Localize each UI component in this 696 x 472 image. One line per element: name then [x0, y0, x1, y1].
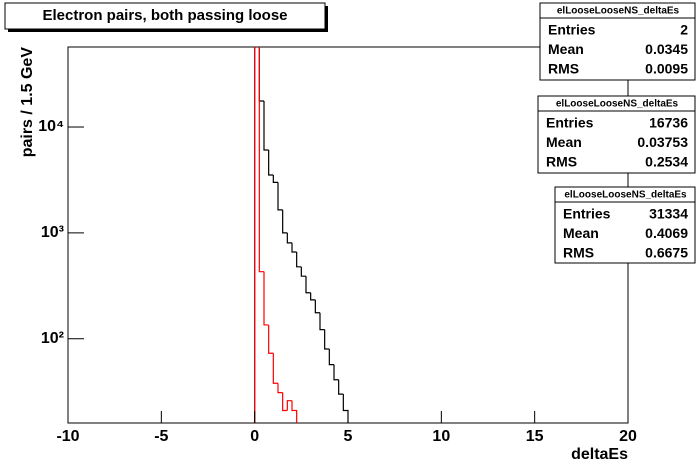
histogram-bin [286, 400, 292, 411]
histogram-bin [254, 47, 256, 423]
stats-label: RMS [548, 61, 579, 77]
histogram-bin [300, 266, 306, 277]
histogram-bin [263, 101, 269, 151]
histogram-bin [272, 175, 278, 183]
stats-box [554, 186, 696, 264]
stats-value: 31334 [649, 206, 688, 222]
plot-area [254, 47, 349, 423]
histogram-bin [305, 276, 311, 294]
histogram-bin [338, 379, 344, 395]
histogram-bin [268, 149, 274, 176]
x-tick-label: 15 [526, 428, 544, 445]
histogram-bin [277, 182, 283, 211]
chart-title: Electron pairs, both passing loose [42, 7, 287, 24]
stats-label: RMS [563, 245, 594, 261]
histogram-bin [263, 271, 269, 326]
x-tick-label: 0 [250, 428, 259, 445]
x-tick-label: 5 [344, 428, 353, 445]
y-tick-label: 10³ [41, 224, 64, 241]
stats-label: Entries [548, 22, 596, 38]
histogram-bin [333, 364, 339, 381]
stats-title: elLooseLooseNS_deltaEs [564, 190, 687, 201]
x-tick-label: 10 [432, 428, 450, 445]
histogram-bin [324, 329, 330, 350]
x-tick-label: -5 [154, 428, 168, 445]
title-box [4, 2, 326, 30]
x-tick-label: 20 [619, 428, 637, 445]
stats-title: elLooseLooseNS_deltaEs [557, 6, 680, 17]
histogram-bin [258, 47, 264, 273]
stats-label: Entries [563, 206, 611, 222]
histogram-bin [314, 299, 320, 314]
histogram-bin [291, 400, 298, 423]
stats-value: 0.0095 [645, 61, 688, 77]
histogram-bin [277, 383, 283, 394]
stats-label: Entries [546, 115, 594, 131]
stats-box [537, 95, 696, 174]
stats-value: 0.6675 [645, 245, 688, 261]
stats-box [539, 2, 696, 81]
x-axis-label: deltaEs [571, 446, 628, 463]
stats-title: elLooseLooseNS_deltaEs [556, 99, 679, 110]
x-tick-label: -10 [56, 428, 79, 445]
stats-label: RMS [546, 154, 577, 170]
histogram-bin [328, 349, 334, 366]
histogram-bin [282, 392, 288, 412]
histogram-bin [268, 324, 274, 354]
y-tick-label: 10⁴ [38, 118, 64, 135]
histogram-bin [319, 312, 325, 331]
histogram-bin [291, 242, 297, 253]
y-tick-label: 10² [41, 330, 64, 347]
histogram-bin [296, 251, 302, 268]
stats-value: 0.2534 [645, 154, 688, 170]
stats-label: Mean [563, 225, 599, 241]
stats-value: 0.0345 [645, 41, 688, 57]
histogram-bin [282, 209, 288, 234]
stats-value: 0.4069 [645, 225, 688, 241]
histogram-bin [272, 353, 278, 384]
stats-label: Mean [548, 41, 584, 57]
stats-value: 16736 [649, 115, 688, 131]
stats-value: 2 [680, 22, 688, 38]
stats-label: Mean [546, 134, 582, 150]
y-axis-label: pairs / 1.5 GeV [19, 47, 36, 158]
stats-value: 0.03753 [637, 134, 688, 150]
histogram-bin [310, 292, 316, 301]
histogram-bin [286, 232, 292, 244]
